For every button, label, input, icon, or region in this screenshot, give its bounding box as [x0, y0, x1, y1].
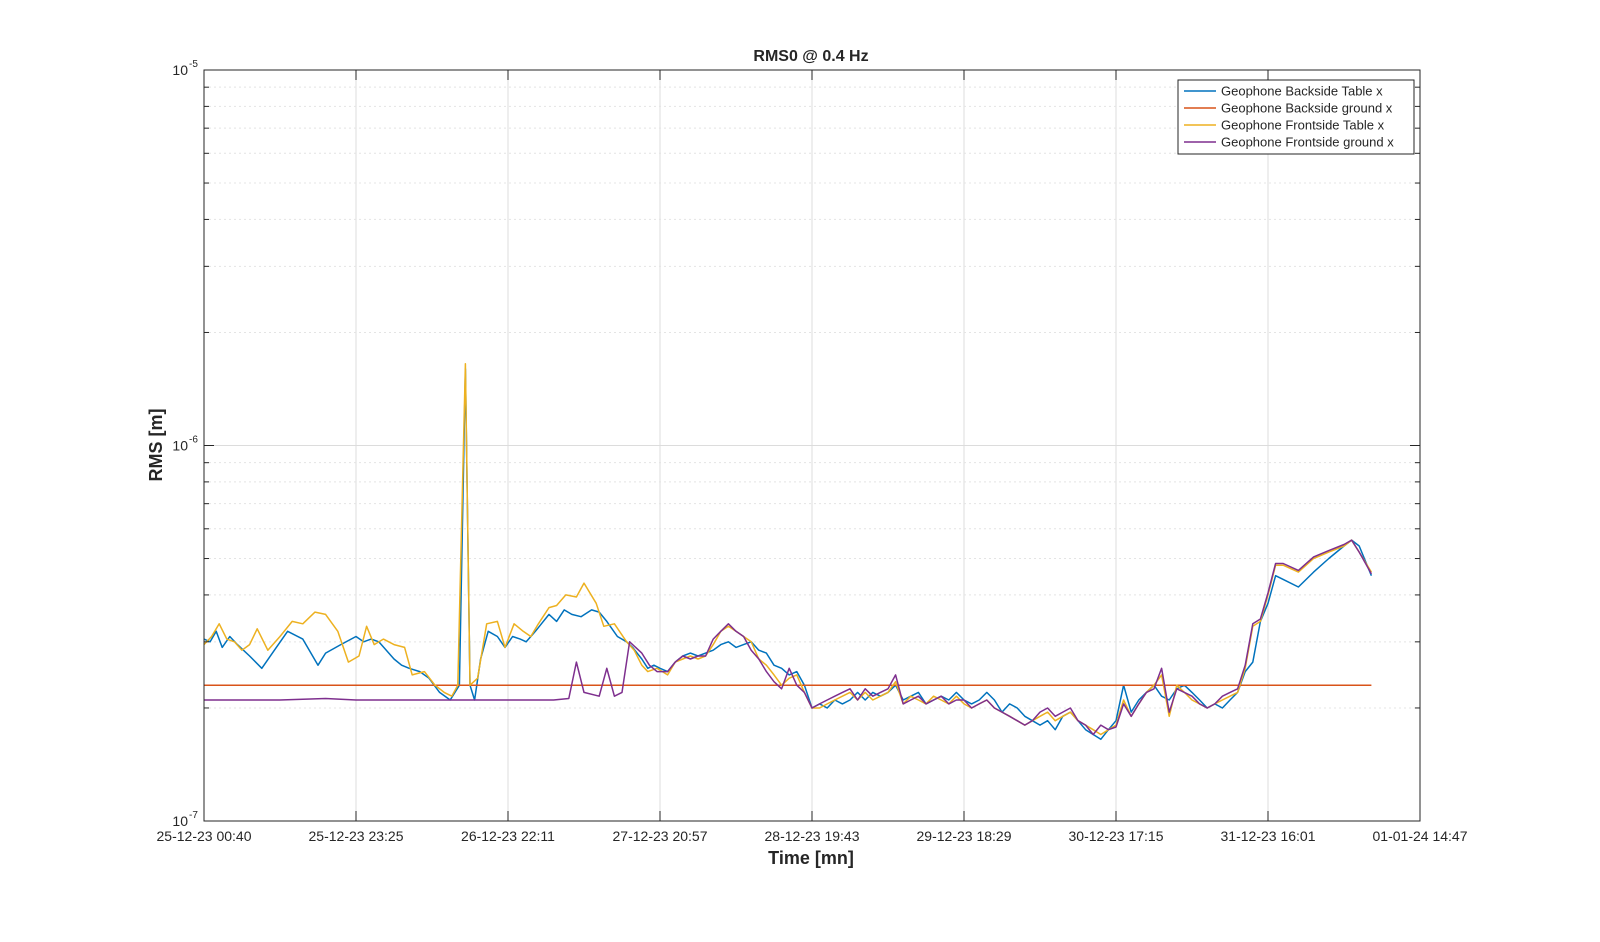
x-tick-label: 30-12-23 17:15 — [1069, 828, 1164, 844]
x-tick-label: 29-12-23 18:29 — [917, 828, 1012, 844]
x-tick-label: 01-01-24 14:47 — [1373, 828, 1468, 844]
series-line-1 — [203, 368, 1373, 741]
y-tick-base: 10 — [172, 438, 188, 454]
legend-entry-label: Geophone Frontside ground x — [1221, 135, 1394, 150]
y-tick-label: 10 -7 — [172, 810, 198, 829]
x-tick-label: 25-12-23 23:25 — [309, 828, 404, 844]
legend-entry-label: Geophone Backside Table x — [1221, 84, 1383, 99]
x-tick-label: 25-12-23 00:40 — [157, 828, 252, 844]
axis-ticks — [203, 70, 1421, 822]
series-line-4 — [204, 539, 1373, 736]
x-tick-label: 26-12-23 22:11 — [461, 828, 555, 844]
y-tick-exponent: -5 — [189, 59, 198, 70]
y-tick-label: 10 -6 — [172, 435, 198, 454]
x-tick-label: 28-12-23 19:43 — [765, 828, 860, 844]
y-axis-label: RMS [m] — [146, 409, 166, 482]
x-tick-label: 27-12-23 20:57 — [613, 828, 708, 844]
legend-entry-label: Geophone Frontside Table x — [1221, 118, 1385, 133]
grid-lines — [204, 70, 1420, 821]
legend-box — [1177, 79, 1415, 155]
x-tick-label: 31-12-23 16:01 — [1221, 828, 1316, 844]
x-axis-label: Time [mn] — [768, 848, 854, 868]
y-tick-exponent: -7 — [189, 810, 198, 821]
x-tick-labels: 25-12-23 00:40 25-12-23 23:25 26-12-23 22:… — [157, 828, 1468, 844]
y-tick-labels: 10-710-610-5 — [172, 59, 198, 829]
y-tick-base: 10 — [172, 62, 188, 78]
chart-title: RMS0 @ 0.4 Hz — [753, 48, 868, 65]
series-lines — [203, 363, 1373, 741]
y-tick-label: 10 -5 — [172, 59, 198, 78]
y-tick-exponent: -6 — [189, 435, 198, 446]
legend-entry-label: Geophone Backside ground x — [1221, 101, 1393, 116]
legend: Geophone Backside Table x Geophone Backsi… — [1177, 79, 1415, 155]
y-tick-base: 10 — [172, 813, 188, 829]
